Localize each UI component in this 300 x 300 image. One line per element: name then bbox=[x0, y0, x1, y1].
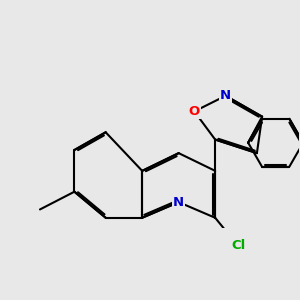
Text: O: O bbox=[189, 105, 200, 118]
Text: N: N bbox=[173, 196, 184, 208]
Text: N: N bbox=[220, 89, 231, 102]
Text: Cl: Cl bbox=[231, 239, 245, 252]
